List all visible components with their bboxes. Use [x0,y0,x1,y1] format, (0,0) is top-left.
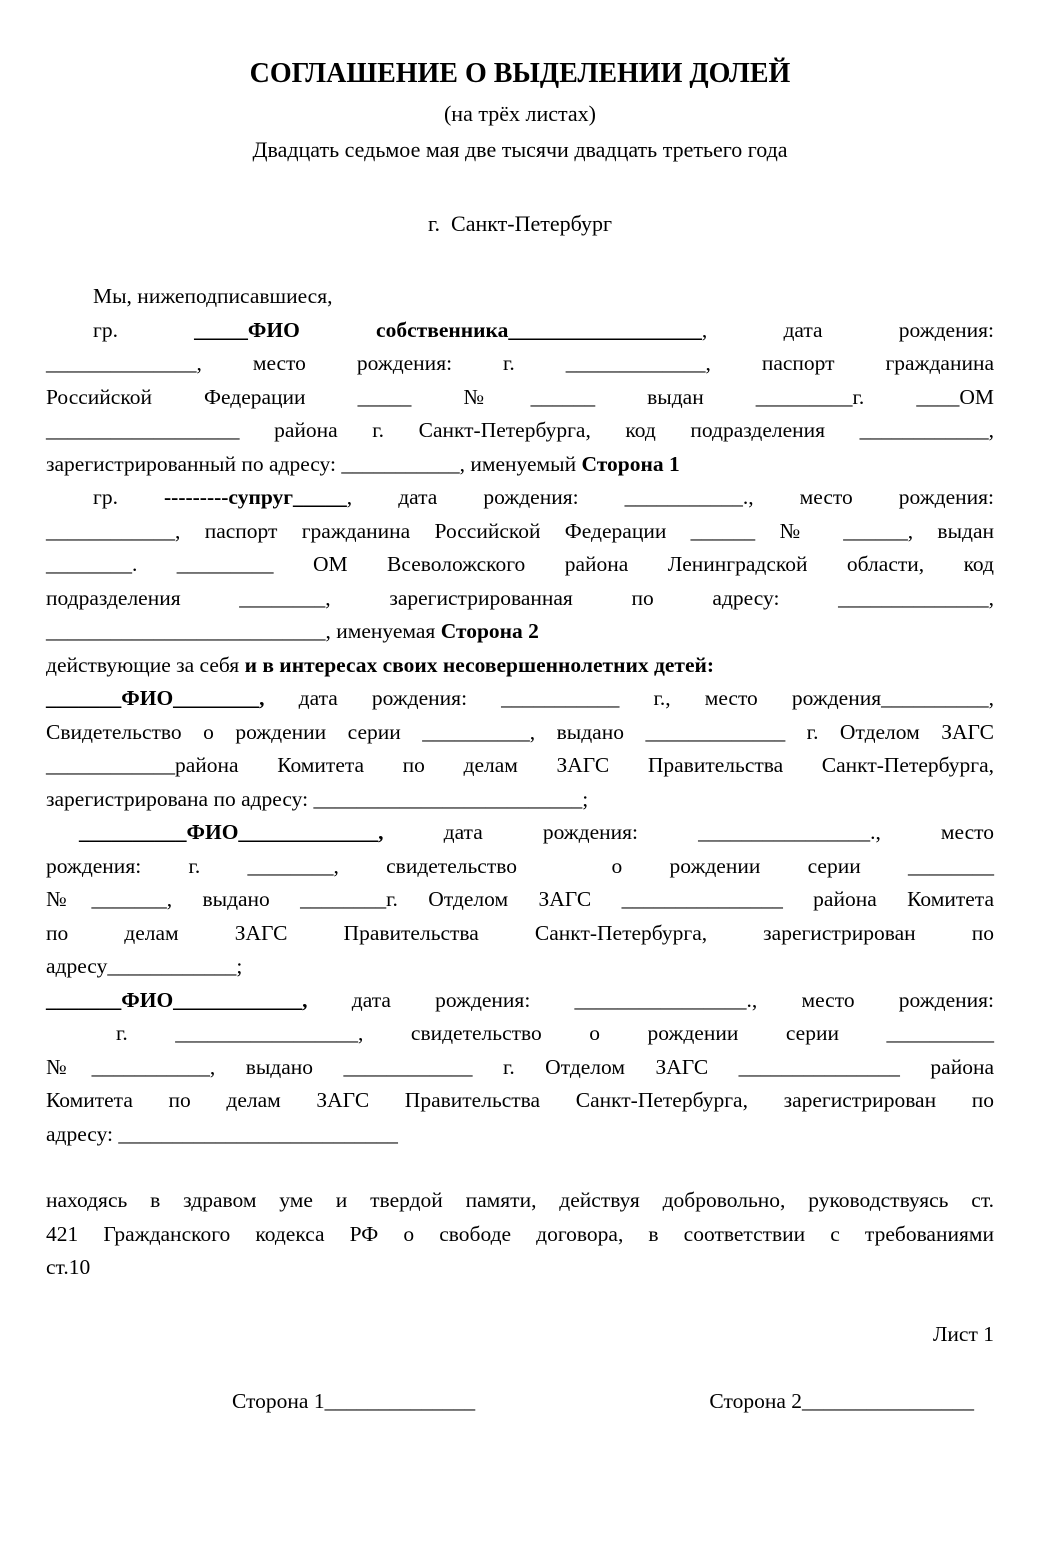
party2-line-3: ________. _________ ОМ Всеволожского рай… [46,548,994,582]
child3-line-2: г. _________________, свидетельство о ро… [46,1017,994,1051]
text-run: действующие за себя [46,652,245,677]
text-run: ____________, паспорт гражданина Российс… [46,518,994,543]
child2-line-1: __________ФИО_____________, дата рождени… [46,816,994,850]
text-run: Мы, нижеподписавшиеся, [93,284,333,308]
text-run: Свидетельство о рождении серии _________… [46,719,994,744]
document-date-line: Двадцать седьмое мая две тысячи двадцать… [252,137,788,162]
document-title: СОГЛАШЕНИЕ О ВЫДЕЛЕНИИ ДОЛЕЙ [249,58,791,89]
text-run: __________ФИО_____________, [79,820,384,844]
children-intro-line: действующие за себя и в интересах своих … [46,649,994,683]
text-run: Сторона 2 [440,619,539,643]
text-run: дата рождения: ___________ г., место рож… [264,686,994,710]
text-run: гр. [93,317,195,342]
child1-line-4: зарегистрирована по адресу: ____________… [46,783,994,817]
text-run: _____ФИО собственника__________________ [194,317,702,342]
text-run: адресу____________; [46,954,243,978]
child3-line-5: адресу: __________________________ [46,1118,994,1152]
text-run: , дата рождения: [701,317,994,342]
child2-line-4: по делам ЗАГС Правительства Санкт-Петерб… [46,917,994,951]
text-run: дата рождения: ________________., место … [307,987,994,1012]
text-run: Комитета по делам ЗАГС Правительства Сан… [46,1088,994,1112]
text-run: зарегистрирована по адресу: ____________… [46,786,589,811]
party2-line-1: гр. ---------супруг_____, дата рождения:… [46,481,994,515]
text-run: гр. [93,485,164,509]
signature-row: Сторона 1______________ Сторона 2_______… [46,1385,994,1419]
text-run: ____________района Комитета по делам ЗАГ… [46,753,994,777]
party1-line-2: ______________, место рождения: г. _____… [46,347,994,381]
text-run: _______ФИО____________, [46,987,308,1012]
text-run: ---------супруг_____ [164,485,347,509]
text-run: №___________, выдано ____________ г. Отд… [46,1054,994,1079]
party1-line-3: Российской Федерации _____ №______ выдан… [46,381,994,415]
child1-line-2: Свидетельство о рождении серии _________… [46,716,994,750]
signature-party2: Сторона 2________________ [709,1389,974,1413]
child3-line-3: №___________, выдано ____________ г. Отд… [46,1051,994,1085]
document-body: Мы, нижеподписавшиеся, гр. _____ФИО собст… [46,280,994,1285]
text-run: находясь в здравом уме и твердой памяти,… [46,1188,994,1212]
text-run: подразделения ________, зарегистрированн… [46,585,994,610]
text-run: и в интересах своих несовершеннолетних д… [244,652,715,677]
text-run: 421 Гражданского кодекса РФ о свободе до… [46,1221,994,1246]
child1-line-3: ____________района Комитета по делам ЗАГ… [46,749,994,783]
text-run: г. _________________, свидетельство о ро… [116,1021,994,1045]
child3-line-1: _______ФИО____________, дата рождения: _… [46,984,994,1018]
text-run: ______________, место рождения: г. _____… [46,351,994,375]
child1-line-1: _______ФИО________, дата рождения: _____… [46,682,994,716]
text-run: зарегистрированный по адресу: __________… [46,451,582,476]
closing-line-3: ст.10 [46,1251,994,1285]
intro-line: Мы, нижеподписавшиеся, [46,280,994,314]
party2-line-5: __________________________, именуемая Ст… [46,615,994,649]
party1-line-5: зарегистрированный по адресу: __________… [46,448,994,482]
child3-line-4: Комитета по делам ЗАГС Правительства Сан… [46,1084,994,1118]
sheet-number-label: Лист 1 [932,1321,994,1346]
party2-line-2: ____________, паспорт гражданина Российс… [46,515,994,549]
text-run: рождения: г. ________, свидетельство о р… [46,853,994,878]
child2-line-3: №_______, выдано ________г. Отделом ЗАГС… [46,883,994,917]
document-city-line: г. Санкт-Петербург [427,211,612,236]
text-run: _______ФИО________, [46,686,265,710]
closing-line-2: 421 Гражданского кодекса РФ о свободе до… [46,1218,994,1252]
party1-line-1: гр. _____ФИО собственника_______________… [46,314,994,348]
party2-line-4: подразделения ________, зарегистрированн… [46,582,994,616]
signature-party1: Сторона 1______________ [232,1389,476,1413]
text-run: дата рождения: ________________., место [383,820,994,844]
text-run: __________________ района г. Санкт-Петер… [46,418,994,442]
text-run: №_______, выдано ________г. Отделом ЗАГС… [46,887,994,911]
text-run: __________________________, именуемая [46,619,441,643]
party1-line-4: __________________ района г. Санкт-Петер… [46,414,994,448]
text-run: по делам ЗАГС Правительства Санкт-Петерб… [46,920,994,945]
text-run: адресу: __________________________ [46,1121,398,1146]
closing-line-1: находясь в здравом уме и твердой памяти,… [46,1184,994,1218]
text-run: Сторона 1 [581,451,680,476]
child2-line-2: рождения: г. ________, свидетельство о р… [46,850,994,884]
text-run: ________. _________ ОМ Всеволожского рай… [46,552,994,576]
child2-line-5: адресу____________; [46,950,994,984]
text-run: ст.10 [46,1255,91,1279]
document-subtitle: (на трёх листах) [443,101,596,126]
text-run: , дата рождения: ___________., место рож… [346,485,994,509]
text-run: Российской Федерации _____ №______ выдан… [46,384,994,409]
